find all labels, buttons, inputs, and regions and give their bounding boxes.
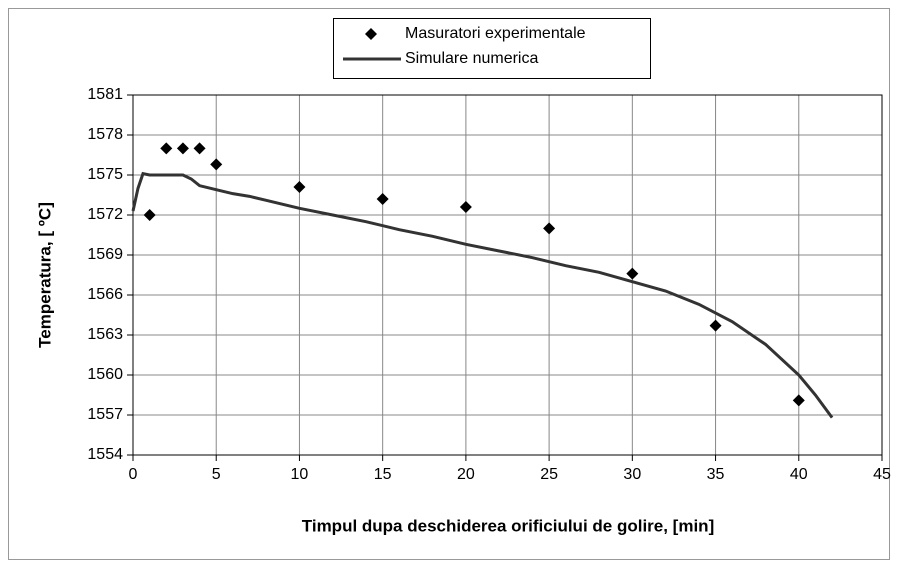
data-point <box>792 394 805 407</box>
data-point <box>709 319 722 332</box>
y-tick-label: 1572 <box>87 206 123 223</box>
legend-box <box>333 18 651 79</box>
x-axis-label: Timpul dupa deschiderea orificiului de g… <box>302 516 714 535</box>
data-point <box>160 142 173 155</box>
plot-area <box>133 95 882 455</box>
y-axis-label: Temperatura, [ ºC] <box>35 202 54 348</box>
data-point <box>293 181 306 193</box>
y-tick-label: 1578 <box>87 126 123 143</box>
data-point <box>176 142 189 155</box>
x-tick-label: 30 <box>623 466 641 483</box>
legend-label: Masuratori experimentale <box>405 25 586 42</box>
y-tick-label: 1575 <box>87 166 123 183</box>
data-line <box>131 171 834 419</box>
y-tick-label: 1557 <box>87 406 123 423</box>
x-tick-label: 40 <box>790 466 808 483</box>
x-tick-label: 20 <box>457 466 475 483</box>
x-tick-label: 0 <box>129 466 138 483</box>
data-point <box>376 193 389 205</box>
x-tick-label: 25 <box>540 466 558 483</box>
y-tick-label: 1569 <box>87 246 123 263</box>
x-tick-label: 15 <box>374 466 392 483</box>
legend-label: Simulare numerica <box>405 50 538 67</box>
data-point <box>626 267 639 280</box>
x-tick-label: 45 <box>873 466 891 483</box>
x-tick-label: 10 <box>291 466 309 483</box>
x-tick-label: 5 <box>212 466 221 483</box>
data-point <box>459 201 472 213</box>
plot-border <box>132 94 883 456</box>
data-point <box>193 142 206 155</box>
data-point <box>143 209 156 221</box>
x-tick-label: 35 <box>707 466 725 483</box>
y-tick-label: 1554 <box>87 446 123 463</box>
data-point <box>210 158 223 171</box>
data-point <box>543 222 556 235</box>
y-tick-label: 1566 <box>87 286 123 303</box>
legend-marker <box>365 28 377 40</box>
y-tick-label: 1560 <box>87 366 123 383</box>
y-tick-label: 1563 <box>87 326 123 343</box>
y-tick-label: 1581 <box>87 86 123 103</box>
